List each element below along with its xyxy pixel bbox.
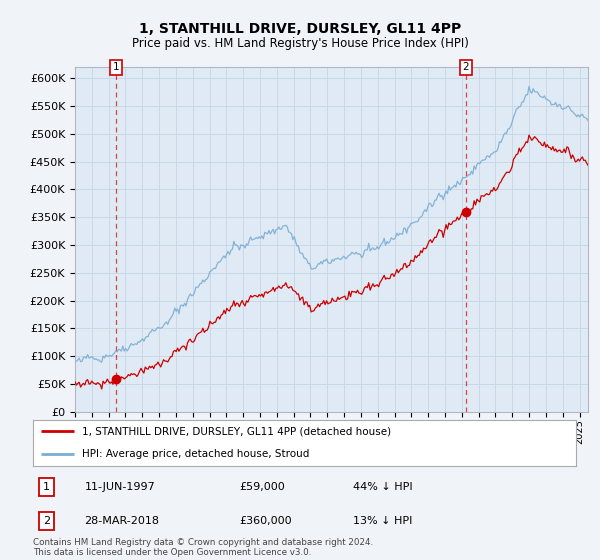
Text: 1, STANTHILL DRIVE, DURSLEY, GL11 4PP (detached house): 1, STANTHILL DRIVE, DURSLEY, GL11 4PP (d…: [82, 426, 391, 436]
Text: 2: 2: [463, 62, 469, 72]
Text: 44% ↓ HPI: 44% ↓ HPI: [353, 482, 413, 492]
Text: 1: 1: [43, 482, 50, 492]
Text: Contains HM Land Registry data © Crown copyright and database right 2024.
This d: Contains HM Land Registry data © Crown c…: [33, 538, 373, 557]
Text: £360,000: £360,000: [239, 516, 292, 526]
Text: £59,000: £59,000: [239, 482, 285, 492]
Text: 13% ↓ HPI: 13% ↓ HPI: [353, 516, 413, 526]
Text: HPI: Average price, detached house, Stroud: HPI: Average price, detached house, Stro…: [82, 449, 309, 459]
Text: 1, STANTHILL DRIVE, DURSLEY, GL11 4PP: 1, STANTHILL DRIVE, DURSLEY, GL11 4PP: [139, 22, 461, 36]
Text: Price paid vs. HM Land Registry's House Price Index (HPI): Price paid vs. HM Land Registry's House …: [131, 37, 469, 50]
Text: 1: 1: [113, 62, 119, 72]
Text: 2: 2: [43, 516, 50, 526]
Text: 28-MAR-2018: 28-MAR-2018: [85, 516, 160, 526]
Text: 11-JUN-1997: 11-JUN-1997: [85, 482, 155, 492]
